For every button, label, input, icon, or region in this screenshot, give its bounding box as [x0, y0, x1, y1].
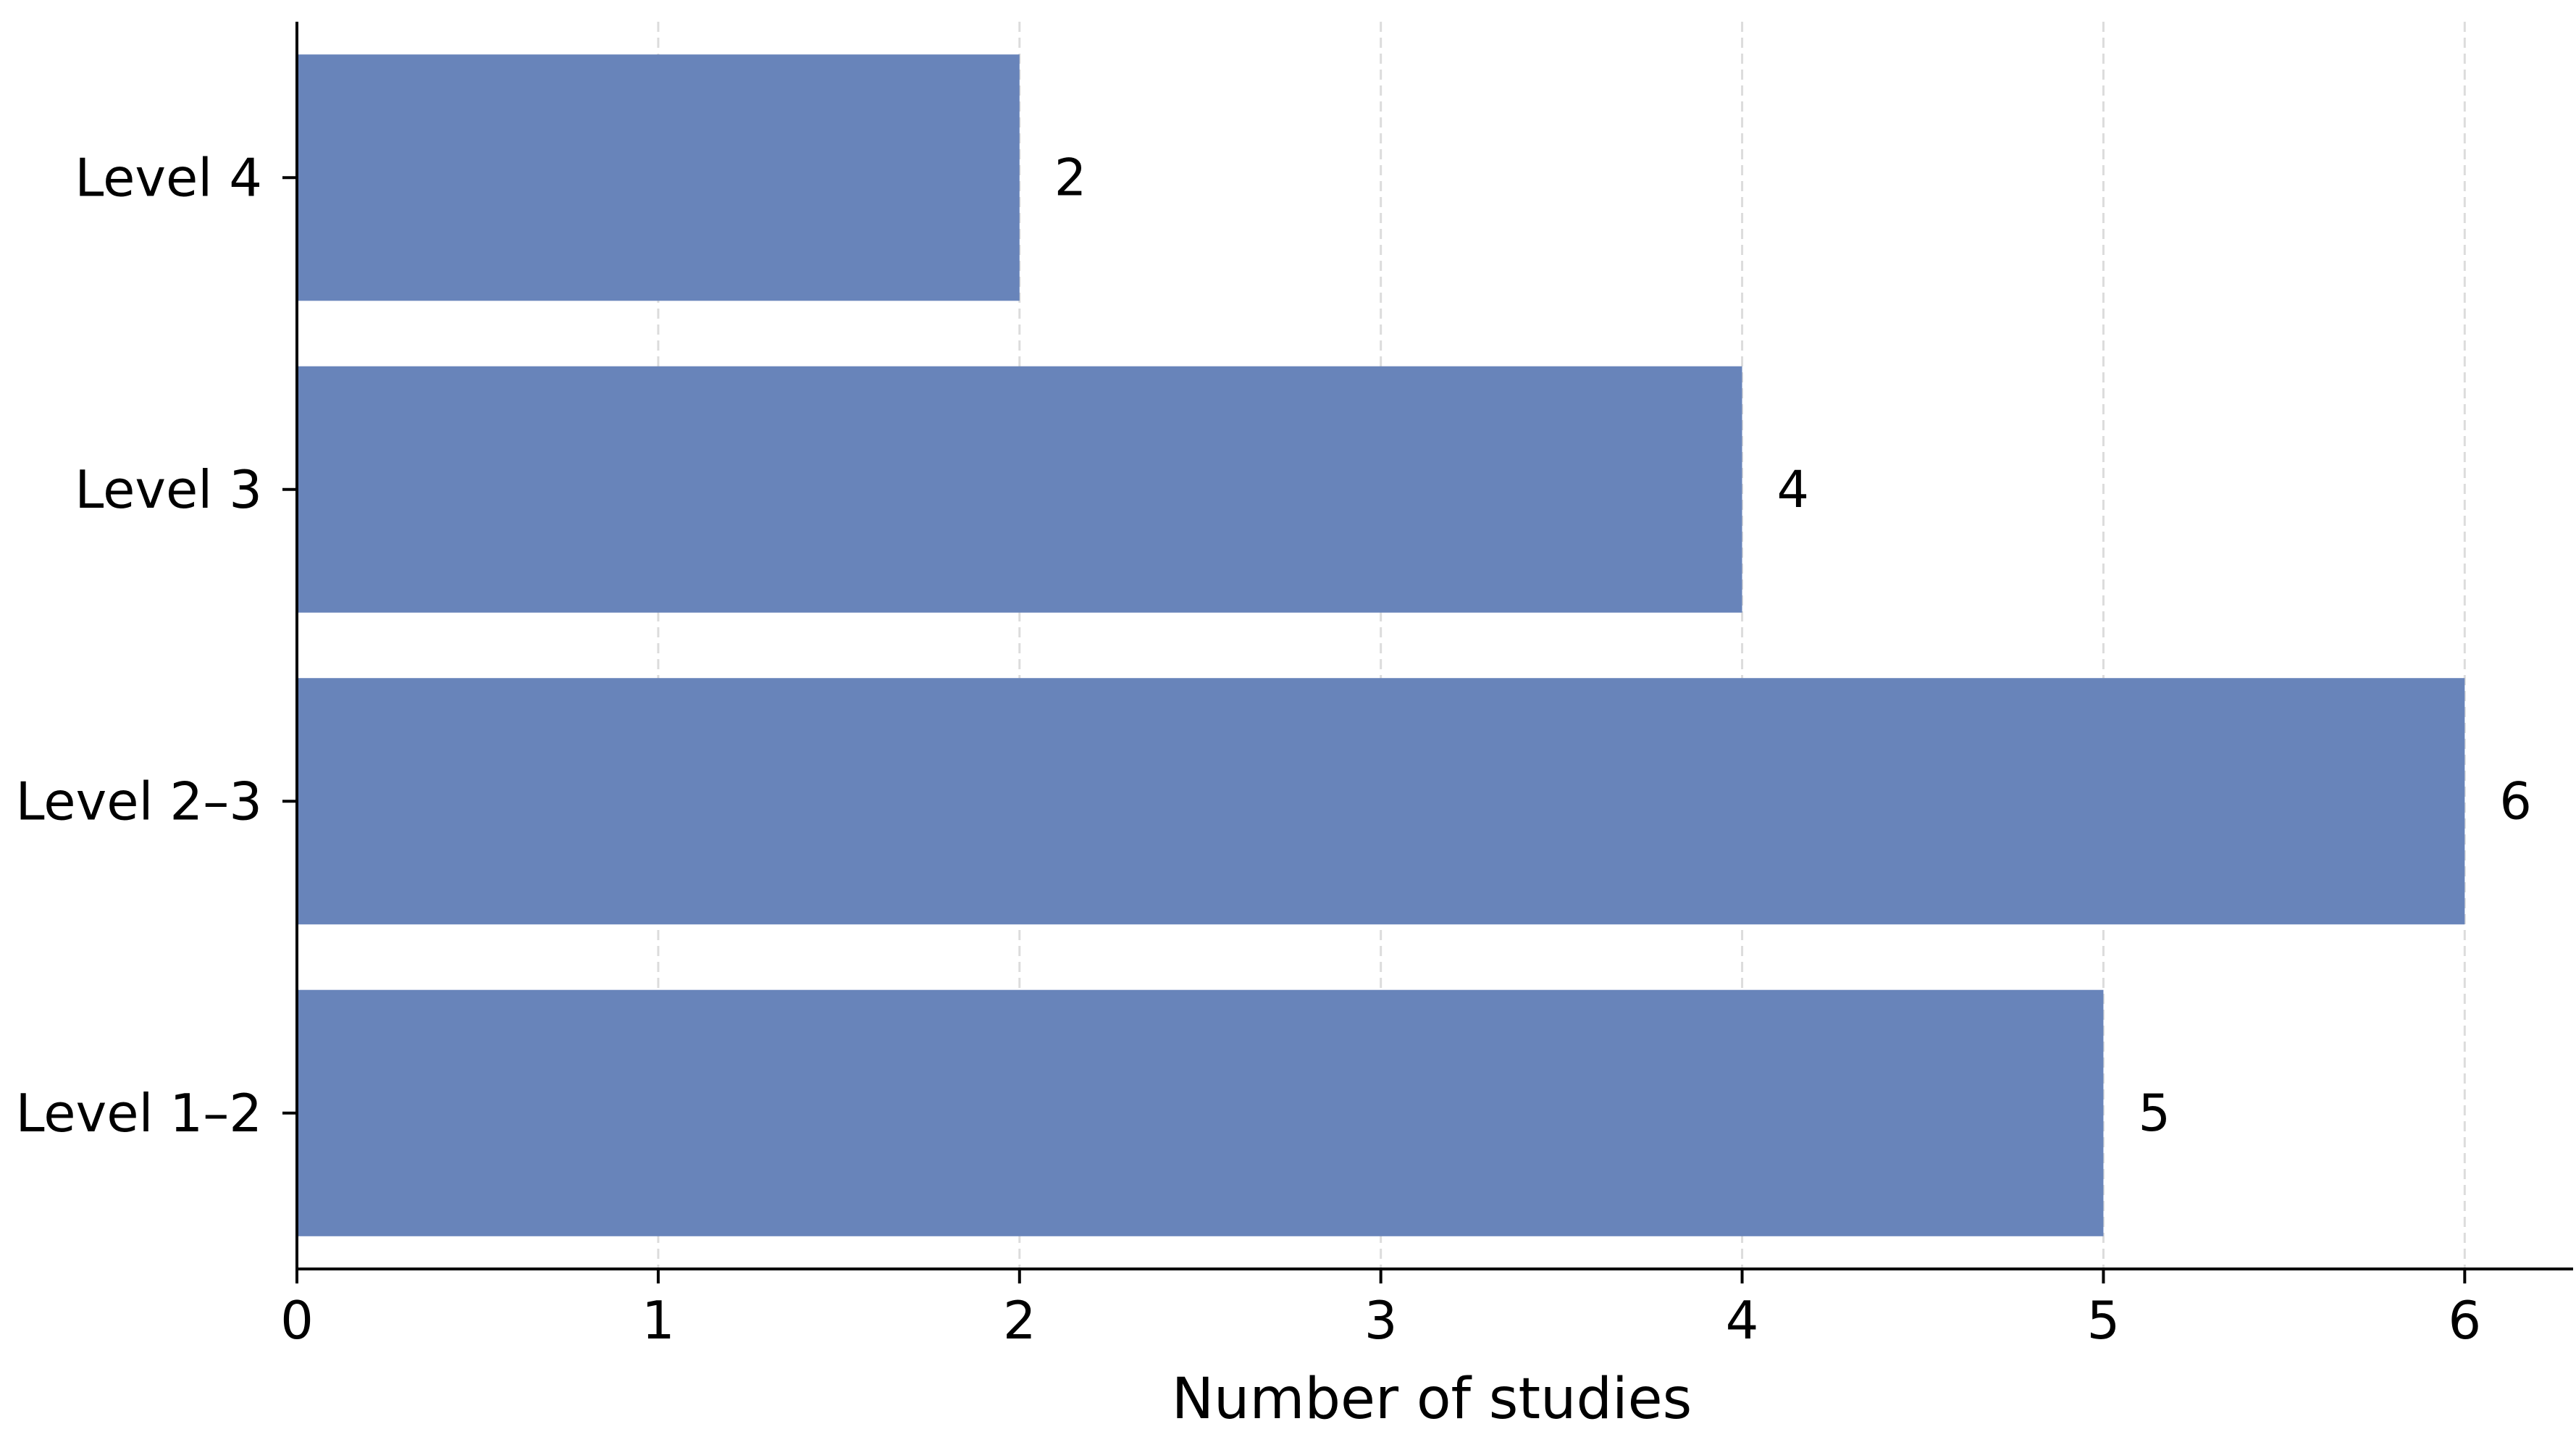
bar	[297, 54, 1020, 301]
x-tick-label: 2	[1003, 1290, 1036, 1351]
x-tick-label: 0	[280, 1290, 314, 1351]
bar	[297, 989, 2104, 1236]
bar	[297, 678, 2465, 925]
x-tick-label: 3	[1364, 1290, 1398, 1351]
y-tick-label: Level 1–2	[15, 1083, 262, 1144]
x-tick-label: 6	[2448, 1290, 2481, 1351]
y-tick-label: Level 3	[75, 459, 262, 520]
y-tick-label: Level 4	[75, 147, 262, 208]
x-tick-label: 1	[642, 1290, 675, 1351]
bar-value-label: 2	[1054, 148, 1087, 207]
bar-value-label: 5	[2138, 1084, 2170, 1143]
bar-value-label: 4	[1777, 460, 1810, 519]
x-axis-title: Number of studies	[1172, 1367, 1692, 1432]
x-tick-label: 5	[2087, 1290, 2120, 1351]
x-tick-label: 4	[1726, 1290, 1759, 1351]
bars	[297, 54, 2465, 1236]
labels: 5 Level 1–2 6 Level 2–3 4 Level 3 2 Level 4 0 1 2 3…	[15, 147, 2531, 1351]
bar	[297, 366, 1742, 613]
bar-value-label: 6	[2499, 771, 2532, 831]
y-tick-label: Level 2–3	[15, 771, 262, 831]
axes	[282, 22, 2573, 1283]
